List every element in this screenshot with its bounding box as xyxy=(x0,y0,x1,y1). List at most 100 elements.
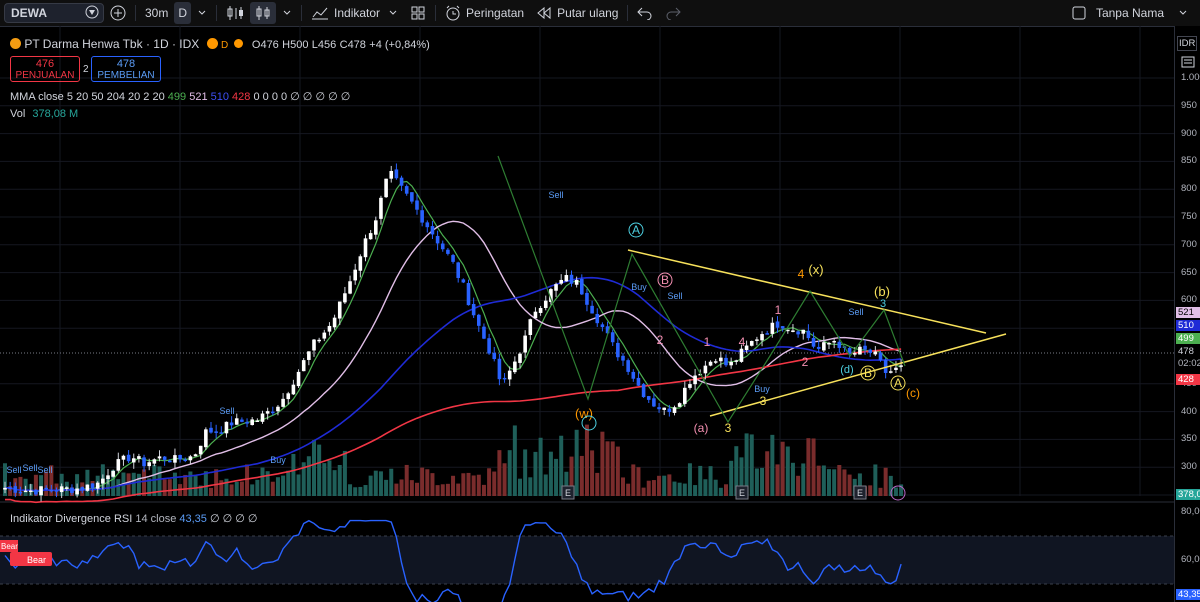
candle-body xyxy=(590,305,594,314)
price-tick: 800 xyxy=(1181,183,1197,195)
volume-bar xyxy=(538,437,543,496)
dividend-icon xyxy=(890,485,906,501)
candle-body xyxy=(775,321,780,328)
candle-body xyxy=(749,341,754,346)
price-axis[interactable]: IDR 1.0009509008508007507006506005504504… xyxy=(1174,26,1200,602)
volume-value: 378,08 M xyxy=(32,108,79,120)
layout-name-button[interactable]: Tanpa Nama xyxy=(1066,2,1200,24)
undo-button[interactable] xyxy=(631,2,659,24)
candle-body xyxy=(677,403,682,407)
volume-bar xyxy=(136,473,141,496)
rsi-line xyxy=(4,519,902,602)
interval-30m-button[interactable]: 30m xyxy=(145,6,169,20)
volume-bar xyxy=(868,485,873,496)
volume-bar xyxy=(461,473,466,496)
indicators-label: Indikator xyxy=(334,6,381,20)
buy-button[interactable]: 478 PEMBELIAN xyxy=(91,56,161,82)
candle-body xyxy=(878,352,883,361)
candle-body xyxy=(600,324,605,328)
candle-body xyxy=(240,419,244,422)
volume-bar xyxy=(595,472,600,496)
earnings-marker xyxy=(735,485,749,500)
replay-label: Putar ulang xyxy=(557,6,619,20)
volume-bar xyxy=(281,475,286,496)
candle-body xyxy=(446,249,450,254)
rsi-name: Indikator Divergence RSI xyxy=(10,513,133,525)
volume-bar xyxy=(528,477,533,496)
indicators-button[interactable]: Indikator xyxy=(305,2,404,24)
chart-type-dropdown-button[interactable] xyxy=(276,2,298,24)
volume-bar xyxy=(245,464,250,496)
more-icon[interactable] xyxy=(1181,56,1195,68)
volume-bar xyxy=(837,465,842,496)
earnings-label: E xyxy=(857,488,863,498)
ma204-line xyxy=(4,348,902,504)
volume-bar xyxy=(703,479,708,496)
market-dot-icon xyxy=(233,39,243,48)
candles-style-button[interactable] xyxy=(250,2,277,24)
candle-body xyxy=(631,371,636,379)
rsi-value: 43,35 xyxy=(179,513,207,525)
volume-bar xyxy=(559,435,564,496)
symbol-search[interactable]: DEWA xyxy=(4,3,104,23)
wave-label: 2 xyxy=(657,333,664,347)
layouts-button[interactable] xyxy=(404,2,432,24)
wave-label: 3 xyxy=(760,394,767,408)
wave-label: (x) xyxy=(808,262,823,277)
volume-bar xyxy=(631,464,636,496)
candle-body xyxy=(554,284,558,291)
currency-label[interactable]: IDR xyxy=(1177,36,1198,51)
change-value: +4 (+0,84%) xyxy=(369,39,430,51)
candle-body xyxy=(683,387,687,404)
candle-body xyxy=(348,281,352,294)
wave-label: B xyxy=(661,273,669,287)
volume-bar xyxy=(610,441,615,496)
candle-body xyxy=(374,220,378,235)
candle-body xyxy=(65,487,69,489)
volume-bars xyxy=(3,424,904,496)
ma204-price-tag: 428 xyxy=(1176,374,1200,385)
volume-bar xyxy=(209,487,213,496)
volume-bar xyxy=(126,473,131,496)
volume-bar xyxy=(131,472,136,496)
replay-button[interactable]: Putar ulang xyxy=(530,2,624,24)
candle-body xyxy=(796,331,800,335)
price-chart[interactable]: (w)AB2 1 413(a)324 (x)(b)3(d) BA(c)Sell Sell S… xyxy=(0,26,1174,602)
candles-icon xyxy=(227,6,244,20)
volume-bar xyxy=(306,456,311,496)
compare-button[interactable] xyxy=(104,2,132,24)
volume-bar xyxy=(749,434,754,496)
earnings-marker xyxy=(561,485,575,500)
volume-bar xyxy=(487,468,492,496)
volume-bar xyxy=(497,450,502,496)
volume-bar xyxy=(85,469,90,496)
candle-body xyxy=(889,371,893,373)
candle-body xyxy=(18,491,23,494)
volume-bar xyxy=(286,470,291,496)
sell-button[interactable]: 476 PENJUALAN xyxy=(10,56,80,82)
ma20-line xyxy=(4,220,902,492)
volume-bar xyxy=(708,466,713,496)
bear-label: Bear xyxy=(1,542,18,551)
candle-body xyxy=(131,458,136,463)
volume-bar xyxy=(512,425,517,496)
price-tick: 300 xyxy=(1181,461,1197,473)
candle-body xyxy=(368,233,373,240)
bars-style-button[interactable] xyxy=(220,2,250,24)
interval-d-button[interactable]: D xyxy=(174,2,192,24)
candle-body xyxy=(394,169,399,179)
redo-icon xyxy=(666,7,682,20)
candle-body xyxy=(435,235,440,244)
chart-title: PT Darma Henwa Tbk · 1D · IDX xyxy=(24,37,200,51)
candle-body xyxy=(538,308,543,313)
alerts-button[interactable]: Peringatan xyxy=(439,2,530,24)
volume-bar xyxy=(816,465,821,496)
volume-bar xyxy=(471,475,476,496)
volume-bar xyxy=(193,475,198,496)
volume-bar xyxy=(574,429,579,496)
square-icon xyxy=(1072,6,1086,20)
interval-dropdown-button[interactable] xyxy=(191,2,213,24)
wave-label: 2 xyxy=(802,355,809,369)
redo-button[interactable] xyxy=(659,2,687,24)
moving-averages xyxy=(4,180,902,504)
